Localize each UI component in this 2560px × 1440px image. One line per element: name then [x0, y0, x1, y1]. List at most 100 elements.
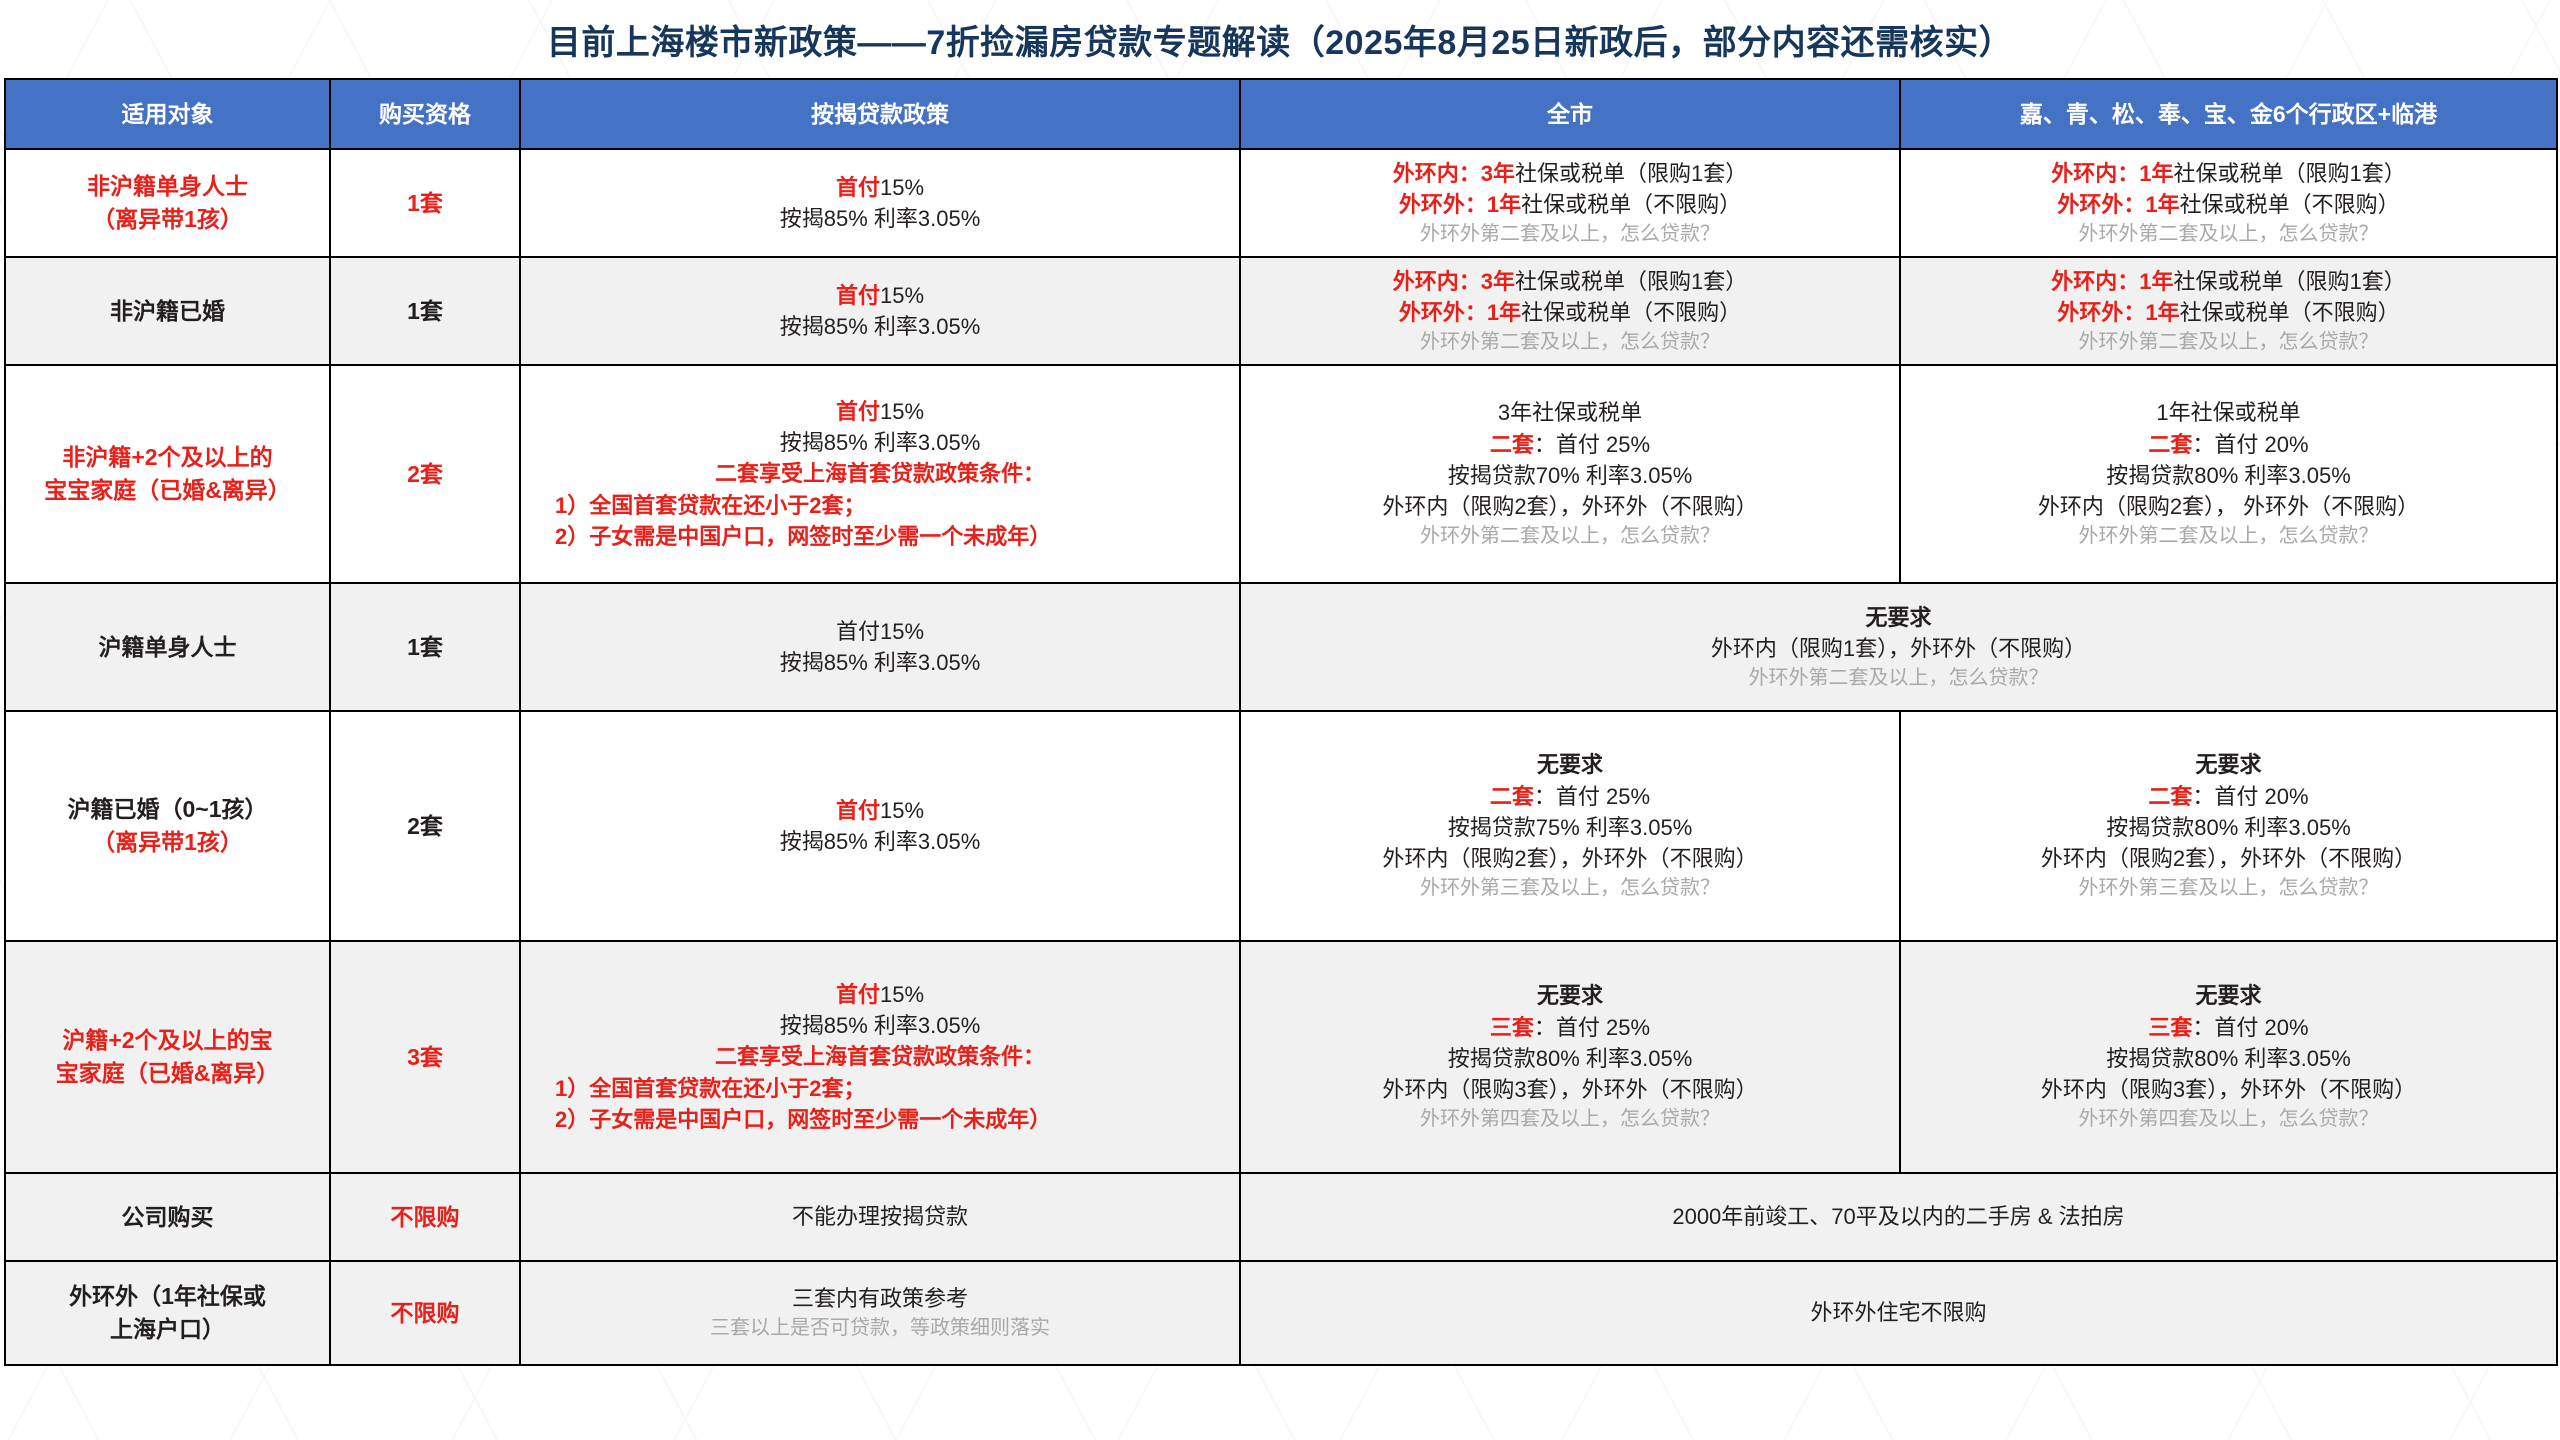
citywide-note: 外环外第二套及以上，怎么贷款？ [1420, 525, 1720, 548]
cell-object: 非沪籍单身人士 （离异带1孩） [4, 148, 331, 258]
cell-merged-policy: 无要求 外环内（限购1套），外环外（不限购） 外环外第二套及以上，怎么贷款？ [1239, 582, 2558, 712]
districts-purchase-limit: 外环内（限购3套），外环外（不限购） [2040, 1077, 2417, 1103]
mortgage-downpay-label: 首付 [835, 797, 880, 823]
object-line-1: 非沪籍单身人士 [87, 173, 248, 200]
mortgage-downpay-value: 首付15% [835, 618, 925, 644]
districts-note: 外环外第二套及以上，怎么贷款？ [2078, 525, 2379, 548]
citywide-inner-label: 外环内：3年 [1392, 268, 1515, 294]
citywide-inner-value: 社保或税单（限购1套） [1515, 160, 1748, 186]
mortgage-downpay-value: 15% [879, 398, 925, 424]
object-line-2: 上海户口） [110, 1316, 225, 1342]
mortgage-detail: 按揭85% 利率3.05% [779, 314, 981, 339]
mortgage-downpay-label: 首付 [835, 981, 880, 1007]
mortgage-downpay-label: 首付 [835, 282, 880, 308]
merged-requirement: 外环外住宅不限购 [1810, 1300, 1987, 1326]
districts-requirement: 无要求 [2195, 983, 2262, 1009]
citywide-outer-value: 社保或税单（不限购） [1521, 191, 1742, 217]
districts-unit-label: 二套 [2148, 431, 2193, 457]
column-header-citywide: 全市 [1239, 78, 1901, 150]
cell-qualification: 1套 [329, 256, 521, 366]
cell-citywide: 外环内：3年社保或税单（限购1套） 外环外：1年社保或税单（不限购） 外环外第二… [1239, 256, 1901, 366]
districts-note: 外环外第二套及以上，怎么贷款？ [2078, 331, 2379, 354]
cell-object: 沪籍已婚（0~1孩） （离异带1孩） [4, 710, 331, 942]
districts-loan-detail: 按揭贷款80% 利率3.05% [2106, 814, 2351, 840]
mortgage-condition-1: 1）全国首套贷款在还小于2套； [555, 492, 866, 518]
districts-purchase-limit: 外环内（限购2套），外环外（不限购） [2040, 846, 2417, 872]
citywide-unit-value: ：首付 25% [1533, 431, 1651, 457]
cell-mortgage: 首付15% 按揭85% 利率3.05% 二套享受上海首套贷款政策条件： 1）全国… [519, 364, 1241, 584]
object-line-2: 宝宝家庭（已婚&离异） [44, 477, 291, 503]
citywide-unit-value: ：首付 25% [1533, 1014, 1651, 1040]
cell-merged-policy: 外环外住宅不限购 [1239, 1260, 2558, 1366]
object-line-1: 外环外（1年社保或 [69, 1283, 266, 1310]
policy-table-wrapper: 适用对象 购买资格 按揭贷款政策 全市 嘉、青、松、奉、宝、金6个行政区+临港 … [0, 78, 2560, 1366]
table-row: 沪籍+2个及以上的宝 宝家庭（已婚&离异） 3套 首付15% 按揭85% 利率3… [4, 940, 2558, 1174]
citywide-unit-label: 二套 [1489, 783, 1534, 809]
object-line-1: 非沪籍+2个及以上的 [62, 444, 273, 471]
mortgage-downpay-label: 首付 [835, 398, 880, 424]
mortgage-note: 三套以上是否可贷款，等政策细则落实 [710, 1317, 1050, 1340]
citywide-inner-label: 外环内：3年 [1392, 160, 1515, 186]
mortgage-condition-2: 2）子女需是中国户口，网签时至少需一个未成年） [555, 1106, 1052, 1132]
cell-citywide: 外环内：3年社保或税单（限购1套） 外环外：1年社保或税单（不限购） 外环外第二… [1239, 148, 1901, 258]
page-title: 目前上海楼市新政策——7折捡漏房贷款专题解读（2025年8月25日新政后，部分内… [546, 23, 2014, 62]
merged-note: 外环外第二套及以上，怎么贷款？ [1748, 667, 2049, 690]
header-row: 适用对象 购买资格 按揭贷款政策 全市 嘉、青、松、奉、宝、金6个行政区+临港 [4, 78, 2558, 150]
table-row: 外环外（1年社保或 上海户口） 不限购 三套内有政策参考 三套以上是否可贷款，等… [4, 1260, 2558, 1366]
column-header-qualification: 购买资格 [329, 78, 521, 150]
cell-qualification: 1套 [329, 582, 521, 712]
cell-districts: 1年社保或税单 二套：首付 20% 按揭贷款80% 利率3.05% 外环内（限购… [1899, 364, 2558, 584]
cell-object: 非沪籍+2个及以上的 宝宝家庭（已婚&离异） [4, 364, 331, 584]
object-line-1: 沪籍单身人士 [98, 633, 237, 660]
cell-qualification: 2套 [329, 364, 521, 584]
object-line-1: 沪籍+2个及以上的宝 [62, 1027, 273, 1054]
object-line-1: 非沪籍已婚 [110, 297, 225, 324]
cell-mortgage: 首付15% 按揭85% 利率3.05% [519, 710, 1241, 942]
districts-inner-value: 社保或税单（限购1套） [2173, 160, 2406, 186]
cell-merged-policy: 2000年前竣工、70平及以内的二手房 & 法拍房 [1239, 1172, 2558, 1262]
mortgage-downpay-value: 15% [879, 174, 925, 200]
citywide-loan-detail: 按揭贷款80% 利率3.05% [1447, 1045, 1693, 1071]
citywide-note: 外环外第三套及以上，怎么贷款？ [1420, 877, 1720, 900]
mortgage-detail: 按揭85% 利率3.05% [779, 829, 981, 854]
citywide-social-security: 3年社保或税单 [1497, 400, 1643, 426]
citywide-purchase-limit: 外环内（限购3套），外环外（不限购） [1382, 1077, 1758, 1103]
cell-districts: 无要求 二套：首付 20% 按揭贷款80% 利率3.05% 外环内（限购2套），… [1899, 710, 2558, 942]
object-line-2: （离异带1孩） [92, 206, 243, 232]
districts-outer-value: 社保或税单（不限购） [2179, 191, 2400, 217]
districts-unit-value: ：首付 20% [2192, 431, 2309, 457]
citywide-outer-label: 外环外：1年 [1398, 299, 1522, 325]
districts-unit-value: ：首付 20% [2192, 1014, 2309, 1040]
cell-mortgage: 首付15% 按揭85% 利率3.05% [519, 256, 1241, 366]
cell-object: 外环外（1年社保或 上海户口） [4, 1260, 331, 1366]
merged-requirement: 2000年前竣工、70平及以内的二手房 & 法拍房 [1672, 1204, 2125, 1230]
column-header-mortgage: 按揭贷款政策 [519, 78, 1241, 150]
mortgage-downpay-value: 三套内有政策参考 [791, 1286, 968, 1312]
mortgage-downpay-value: 15% [879, 797, 925, 823]
cell-qualification: 不限购 [329, 1172, 521, 1262]
table-row: 沪籍已婚（0~1孩） （离异带1孩） 2套 首付15% 按揭85% 利率3.05… [4, 710, 2558, 942]
cell-qualification: 3套 [329, 940, 521, 1174]
districts-outer-label: 外环外：1年 [2057, 191, 2180, 217]
districts-outer-value: 社保或税单（不限购） [2179, 299, 2400, 325]
districts-inner-label: 外环内：1年 [2051, 160, 2174, 186]
mortgage-detail: 按揭85% 利率3.05% [779, 1013, 981, 1039]
districts-unit-value: ：首付 20% [2192, 783, 2309, 809]
districts-unit-label: 二套 [2148, 783, 2193, 809]
cell-districts: 无要求 三套：首付 20% 按揭贷款80% 利率3.05% 外环内（限购3套），… [1899, 940, 2558, 1174]
citywide-unit-value: ：首付 25% [1533, 783, 1651, 809]
cell-mortgage: 不能办理按揭贷款 [519, 1172, 1241, 1262]
cell-citywide: 无要求 三套：首付 25% 按揭贷款80% 利率3.05% 外环内（限购3套），… [1239, 940, 1901, 1174]
citywide-purchase-limit: 外环内（限购2套），外环外（不限购） [1382, 494, 1758, 520]
cell-citywide: 无要求 二套：首付 25% 按揭贷款75% 利率3.05% 外环内（限购2套），… [1239, 710, 1901, 942]
cell-citywide: 3年社保或税单 二套：首付 25% 按揭贷款70% 利率3.05% 外环内（限购… [1239, 364, 1901, 584]
citywide-purchase-limit: 外环内（限购2套），外环外（不限购） [1382, 846, 1758, 872]
mortgage-downpay-label: 首付 [835, 174, 880, 200]
districts-loan-detail: 按揭贷款80% 利率3.05% [2106, 1045, 2351, 1071]
citywide-note: 外环外第二套及以上，怎么贷款？ [1420, 331, 1720, 354]
districts-outer-label: 外环外：1年 [2057, 299, 2180, 325]
districts-note: 外环外第二套及以上，怎么贷款？ [2078, 223, 2379, 246]
citywide-requirement: 无要求 [1536, 983, 1603, 1009]
object-line-2: （离异带1孩） [92, 829, 243, 855]
